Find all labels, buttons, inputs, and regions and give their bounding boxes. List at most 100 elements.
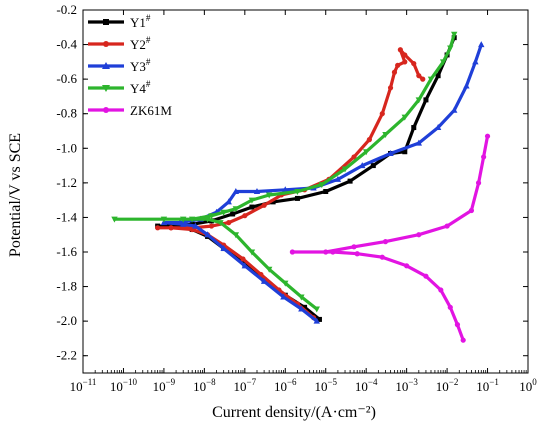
- y-tick-label: -1.8: [56, 279, 77, 294]
- data-point: [379, 254, 385, 260]
- legend-item: Y1#: [88, 13, 151, 30]
- series-y3: [160, 41, 485, 324]
- x-tick-label: 100: [519, 377, 537, 394]
- data-point: [217, 220, 224, 227]
- data-point: [402, 52, 408, 58]
- x-tick-label: 10−6: [274, 377, 297, 394]
- y-tick-label: -2.0: [56, 313, 77, 328]
- data-point: [478, 41, 485, 48]
- legend-label: Y2#: [130, 35, 151, 52]
- y-tick-label: -2.2: [56, 348, 77, 363]
- data-point: [435, 73, 441, 79]
- x-tick-label: 10−7: [234, 377, 257, 394]
- data-point: [387, 85, 394, 91]
- data-point: [253, 188, 261, 194]
- data-point: [204, 231, 211, 238]
- data-point: [370, 163, 376, 169]
- data-point: [298, 305, 305, 312]
- data-point: [155, 225, 161, 231]
- data-point: [472, 58, 479, 65]
- legend-marker: [102, 62, 110, 69]
- data-point: [415, 139, 423, 146]
- data-point: [397, 47, 403, 53]
- data-point: [351, 154, 357, 160]
- legend: Y1# Y2# Y3# Y4# ZK61M: [88, 13, 172, 118]
- y-tick-label: -1.2: [56, 175, 77, 190]
- data-point: [402, 149, 408, 155]
- data-point: [475, 180, 482, 186]
- legend-item: Y3#: [88, 57, 151, 74]
- data-point: [484, 133, 491, 139]
- legend-label: Y3#: [130, 57, 151, 74]
- x-tick-label: 10−11: [70, 377, 97, 394]
- data-point: [468, 207, 475, 214]
- x-tick-label: 10−2: [436, 377, 459, 394]
- legend-item: ZK61M: [88, 103, 172, 118]
- data-point: [208, 213, 215, 220]
- data-point: [404, 263, 410, 269]
- x-axis: 10−11 10−10 10−9 10−8 10−7 10−6 10−5 10−4 10−3 10…: [70, 10, 537, 394]
- data-point: [164, 223, 170, 229]
- data-point: [316, 316, 322, 322]
- data-point: [411, 125, 417, 131]
- plot-frame: [82, 9, 529, 374]
- data-point: [401, 114, 408, 121]
- data-point: [289, 249, 295, 255]
- data-point: [249, 204, 255, 210]
- data-point: [454, 322, 461, 328]
- data-point: [204, 216, 211, 223]
- data-point: [220, 209, 227, 216]
- y-tick-label: -0.8: [56, 106, 77, 121]
- x-tick-label: 10−1: [476, 377, 499, 394]
- y-tick-label: -0.4: [56, 37, 77, 52]
- data-point: [298, 294, 305, 301]
- data-point: [391, 69, 398, 75]
- data-point: [168, 225, 174, 231]
- data-point: [180, 216, 187, 223]
- data-point: [334, 175, 342, 182]
- data-point: [176, 219, 184, 226]
- data-point: [416, 232, 422, 238]
- data-point: [242, 213, 248, 219]
- y-tick-label: -0.2: [56, 2, 77, 17]
- data-point: [261, 202, 267, 208]
- data-point: [434, 124, 442, 131]
- data-point: [402, 59, 408, 65]
- data-point: [423, 273, 429, 279]
- data-point: [280, 293, 287, 300]
- x-axis-title: Current density/(A·cm⁻²): [212, 404, 376, 421]
- series-y4: [111, 31, 458, 313]
- series-zk61m: [289, 133, 491, 343]
- data-point: [226, 220, 232, 226]
- series-line: [156, 48, 425, 320]
- data-point: [265, 266, 273, 273]
- x-tick-label: 10−8: [193, 377, 216, 394]
- data-point: [451, 106, 458, 113]
- data-point: [439, 59, 447, 66]
- legend-marker: [102, 85, 110, 92]
- data-point: [270, 199, 276, 205]
- data-point: [362, 149, 370, 156]
- data-point: [447, 304, 453, 310]
- x-tick-label: 10−5: [314, 377, 337, 394]
- data-point: [415, 97, 423, 104]
- data-point: [379, 111, 385, 117]
- data-point: [382, 239, 389, 245]
- legend-marker: [103, 107, 109, 113]
- data-point: [463, 82, 470, 89]
- data-point: [447, 45, 454, 52]
- series-y2: [155, 47, 426, 321]
- data-point: [341, 166, 349, 173]
- data-point: [230, 211, 236, 217]
- legend-label: Y4#: [130, 79, 151, 96]
- data-point: [260, 277, 268, 284]
- data-point: [192, 222, 199, 229]
- legend-marker: [103, 19, 109, 25]
- data-point: [220, 245, 227, 252]
- data-point: [313, 306, 320, 313]
- data-point: [423, 97, 429, 103]
- data-point: [232, 188, 240, 194]
- data-point: [359, 162, 366, 169]
- data-point: [416, 73, 422, 79]
